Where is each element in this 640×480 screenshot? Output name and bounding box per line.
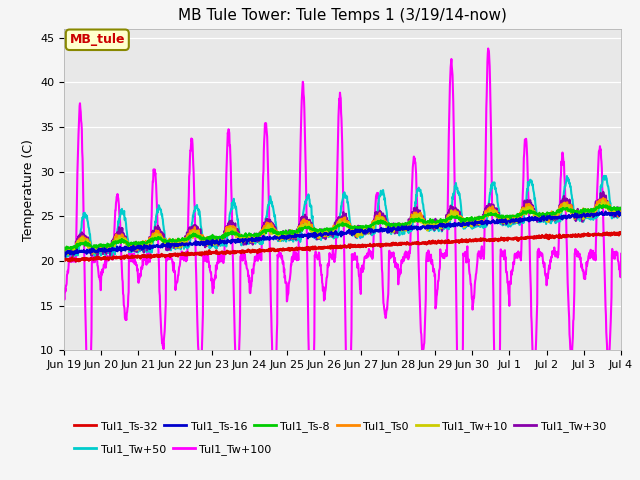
Y-axis label: Temperature (C): Temperature (C) — [22, 139, 35, 240]
Legend: Tul1_Tw+50, Tul1_Tw+100: Tul1_Tw+50, Tul1_Tw+100 — [70, 439, 276, 459]
Title: MB Tule Tower: Tule Temps 1 (3/19/14-now): MB Tule Tower: Tule Temps 1 (3/19/14-now… — [178, 9, 507, 24]
Text: MB_tule: MB_tule — [70, 33, 125, 46]
